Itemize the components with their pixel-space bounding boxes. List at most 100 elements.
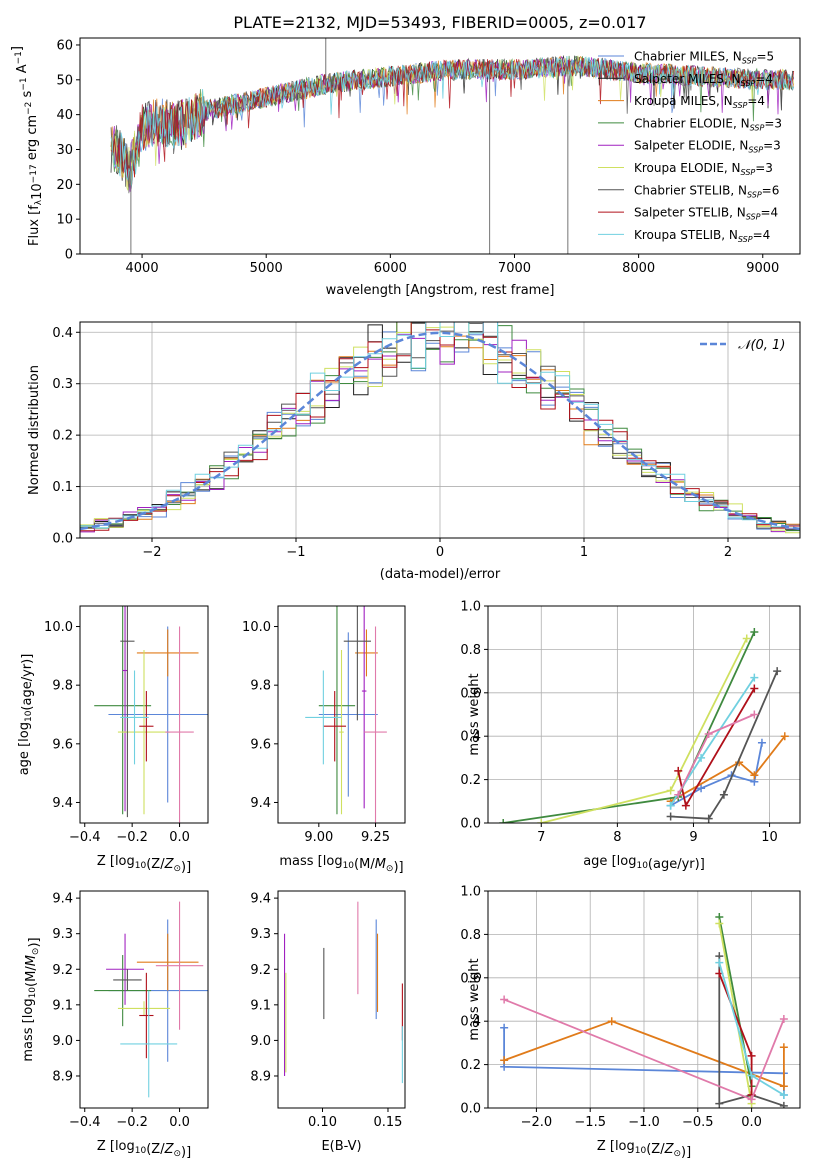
label-sub: ⊙ — [386, 864, 394, 874]
y-tick-label: 9.8 — [52, 679, 73, 694]
y-tick-label: 9.1 — [250, 998, 271, 1013]
series-marker — [537, 819, 546, 823]
panel-mass-vs-Z: −0.4 −0.2 0.08.99.09.19.29.39.4Z [log10(Z/… — [21, 890, 209, 1160]
label-part: 10 — [30, 183, 45, 200]
panel-mass-vs-EBV: 0.10 0.15 8.9 9.0 9.1 9.2 9.3 9.4 E(B-V) — [250, 890, 406, 1154]
legend-sub: SSP — [747, 190, 762, 199]
axes-frame — [487, 605, 801, 824]
legend-text: =6 — [762, 183, 780, 197]
label-part: Normed distribution — [27, 365, 42, 495]
y-tick-label: 0.2 — [52, 429, 73, 444]
x-tick-label: 8000 — [622, 261, 655, 276]
x-tick-label: −0.4 — [69, 1115, 101, 1130]
y-tick-label: 9.0 — [52, 1034, 73, 1049]
label-part: mass [ — [21, 1018, 36, 1061]
label-part: (M/ — [24, 966, 39, 987]
legend-sub: SSP — [741, 79, 756, 88]
y-tick-label: 9.6 — [250, 737, 271, 752]
label-part: log — [323, 854, 343, 869]
x-tick-label: 9.25 — [361, 830, 390, 845]
y-tick-label: 9.4 — [250, 892, 271, 907]
series-marker — [500, 1023, 509, 1032]
panel-residual-hist: −2 −1 0 1 2 0.0 0.1 0.2 0.3 0.4 𝒩(0, 1) (data-model… — [27, 321, 801, 582]
legend-label: Kroupa MILES, NSSP=4 — [634, 94, 765, 110]
plot-area — [94, 606, 208, 823]
label-part: )] — [181, 1145, 191, 1160]
y-tick-label: 10.0 — [242, 620, 271, 635]
legend-label: Chabrier ELODIE, NSSP=3 — [634, 116, 782, 132]
legend-text: Salpeter STELIB, N — [634, 206, 746, 220]
series-marker — [704, 814, 713, 823]
label-sub: 10 — [635, 1146, 647, 1156]
series-marker — [750, 628, 759, 637]
x-axis-label: Z [log10(Z/Z⊙)] — [97, 854, 191, 875]
legend-sub: SSP — [742, 57, 757, 66]
x-tick-label: 0.10 — [308, 1115, 337, 1130]
y-tick-label: 9.0 — [250, 1034, 271, 1049]
legend-text: Salpeter ELODIE, N — [634, 139, 748, 153]
y-tick-label: 0.8 — [460, 643, 481, 658]
label-part: )] — [181, 860, 191, 875]
plot-area — [110, 38, 795, 254]
label-part: M — [375, 857, 386, 872]
series-marker — [779, 1101, 788, 1108]
label-sub: 10 — [343, 861, 355, 871]
label-sub: λ — [34, 199, 44, 205]
label-part: Flux [ — [27, 210, 42, 246]
label-sub: ⊙ — [173, 864, 181, 874]
y-axis-label: mass weight — [467, 673, 482, 755]
y-tick-label: 8.9 — [250, 1069, 271, 1084]
series-marker — [500, 995, 509, 1004]
label-part: )] — [393, 860, 403, 875]
legend-text: Salpeter MILES, N — [634, 72, 741, 86]
label-part: (Z/ — [646, 1142, 665, 1157]
legend-text: =4 — [747, 94, 765, 108]
y-tick-label: 9.1 — [52, 998, 73, 1013]
label-part: E(B-V) — [321, 1139, 361, 1154]
legend-text: Chabrier MILES, N — [634, 50, 742, 64]
x-tick-label: −1.5 — [574, 1115, 606, 1130]
y-tick-label: 9.8 — [250, 679, 271, 694]
series-marker — [747, 1095, 756, 1104]
y-tick-label: 30 — [56, 143, 73, 158]
label-part: )] — [681, 1145, 691, 1160]
x-tick-label: −2.0 — [521, 1115, 553, 1130]
label-part: ] — [10, 46, 25, 51]
panels: 4000 5000 6000 7000 8000 90000102030405060wav… — [10, 37, 801, 1160]
axes-frame — [79, 890, 209, 1109]
label-sub: ⊙ — [173, 1149, 181, 1159]
x-tick-label: 9000 — [746, 261, 779, 276]
label-part: Z — [664, 1142, 675, 1157]
y-tick-label: 0.1 — [52, 480, 73, 495]
legend-label: Salpeter ELODIE, NSSP=3 — [634, 139, 781, 155]
series-line — [677, 688, 756, 809]
x-axis-label: mass [log10(M/M⊙)] — [279, 854, 403, 875]
legend-text: =3 — [764, 116, 782, 130]
label-part: −2 — [24, 102, 34, 115]
series-marker — [779, 1043, 788, 1052]
panel-age-vs-Z: −0.4 −0.2 0.09.49.69.810.0Z [log10(Z/Z⊙)]a… — [17, 605, 209, 875]
axes-frame — [277, 605, 406, 824]
label-sub: 10 — [135, 1146, 147, 1156]
label-part: erg cm — [25, 115, 40, 164]
y-tick-label: 8.9 — [52, 1069, 73, 1084]
x-tick-label: −0.5 — [682, 1115, 714, 1130]
x-tick-label: 0.0 — [169, 1115, 190, 1130]
legend-sub: SSP — [733, 101, 748, 110]
label-sub: 10 — [636, 861, 648, 871]
label-part: −1 — [19, 77, 29, 90]
x-tick-label: 7000 — [498, 261, 531, 276]
y-tick-label: 0.0 — [460, 1102, 481, 1117]
y-tick-label: 50 — [56, 73, 73, 88]
legend-label: Salpeter STELIB, NSSP=4 — [634, 206, 778, 222]
series-marker — [674, 790, 683, 799]
series-marker — [681, 801, 690, 810]
y-tick-label: 0.4 — [52, 326, 73, 341]
label-part: (Z/ — [146, 1142, 165, 1157]
legend-sub: SSP — [748, 146, 763, 155]
y-tick-label: 0.0 — [460, 817, 481, 832]
x-tick-label: 9 — [689, 830, 697, 845]
legend-text: =4 — [753, 228, 771, 242]
x-axis-label: (data-model)/error — [380, 567, 501, 582]
axes-frame — [79, 605, 209, 824]
